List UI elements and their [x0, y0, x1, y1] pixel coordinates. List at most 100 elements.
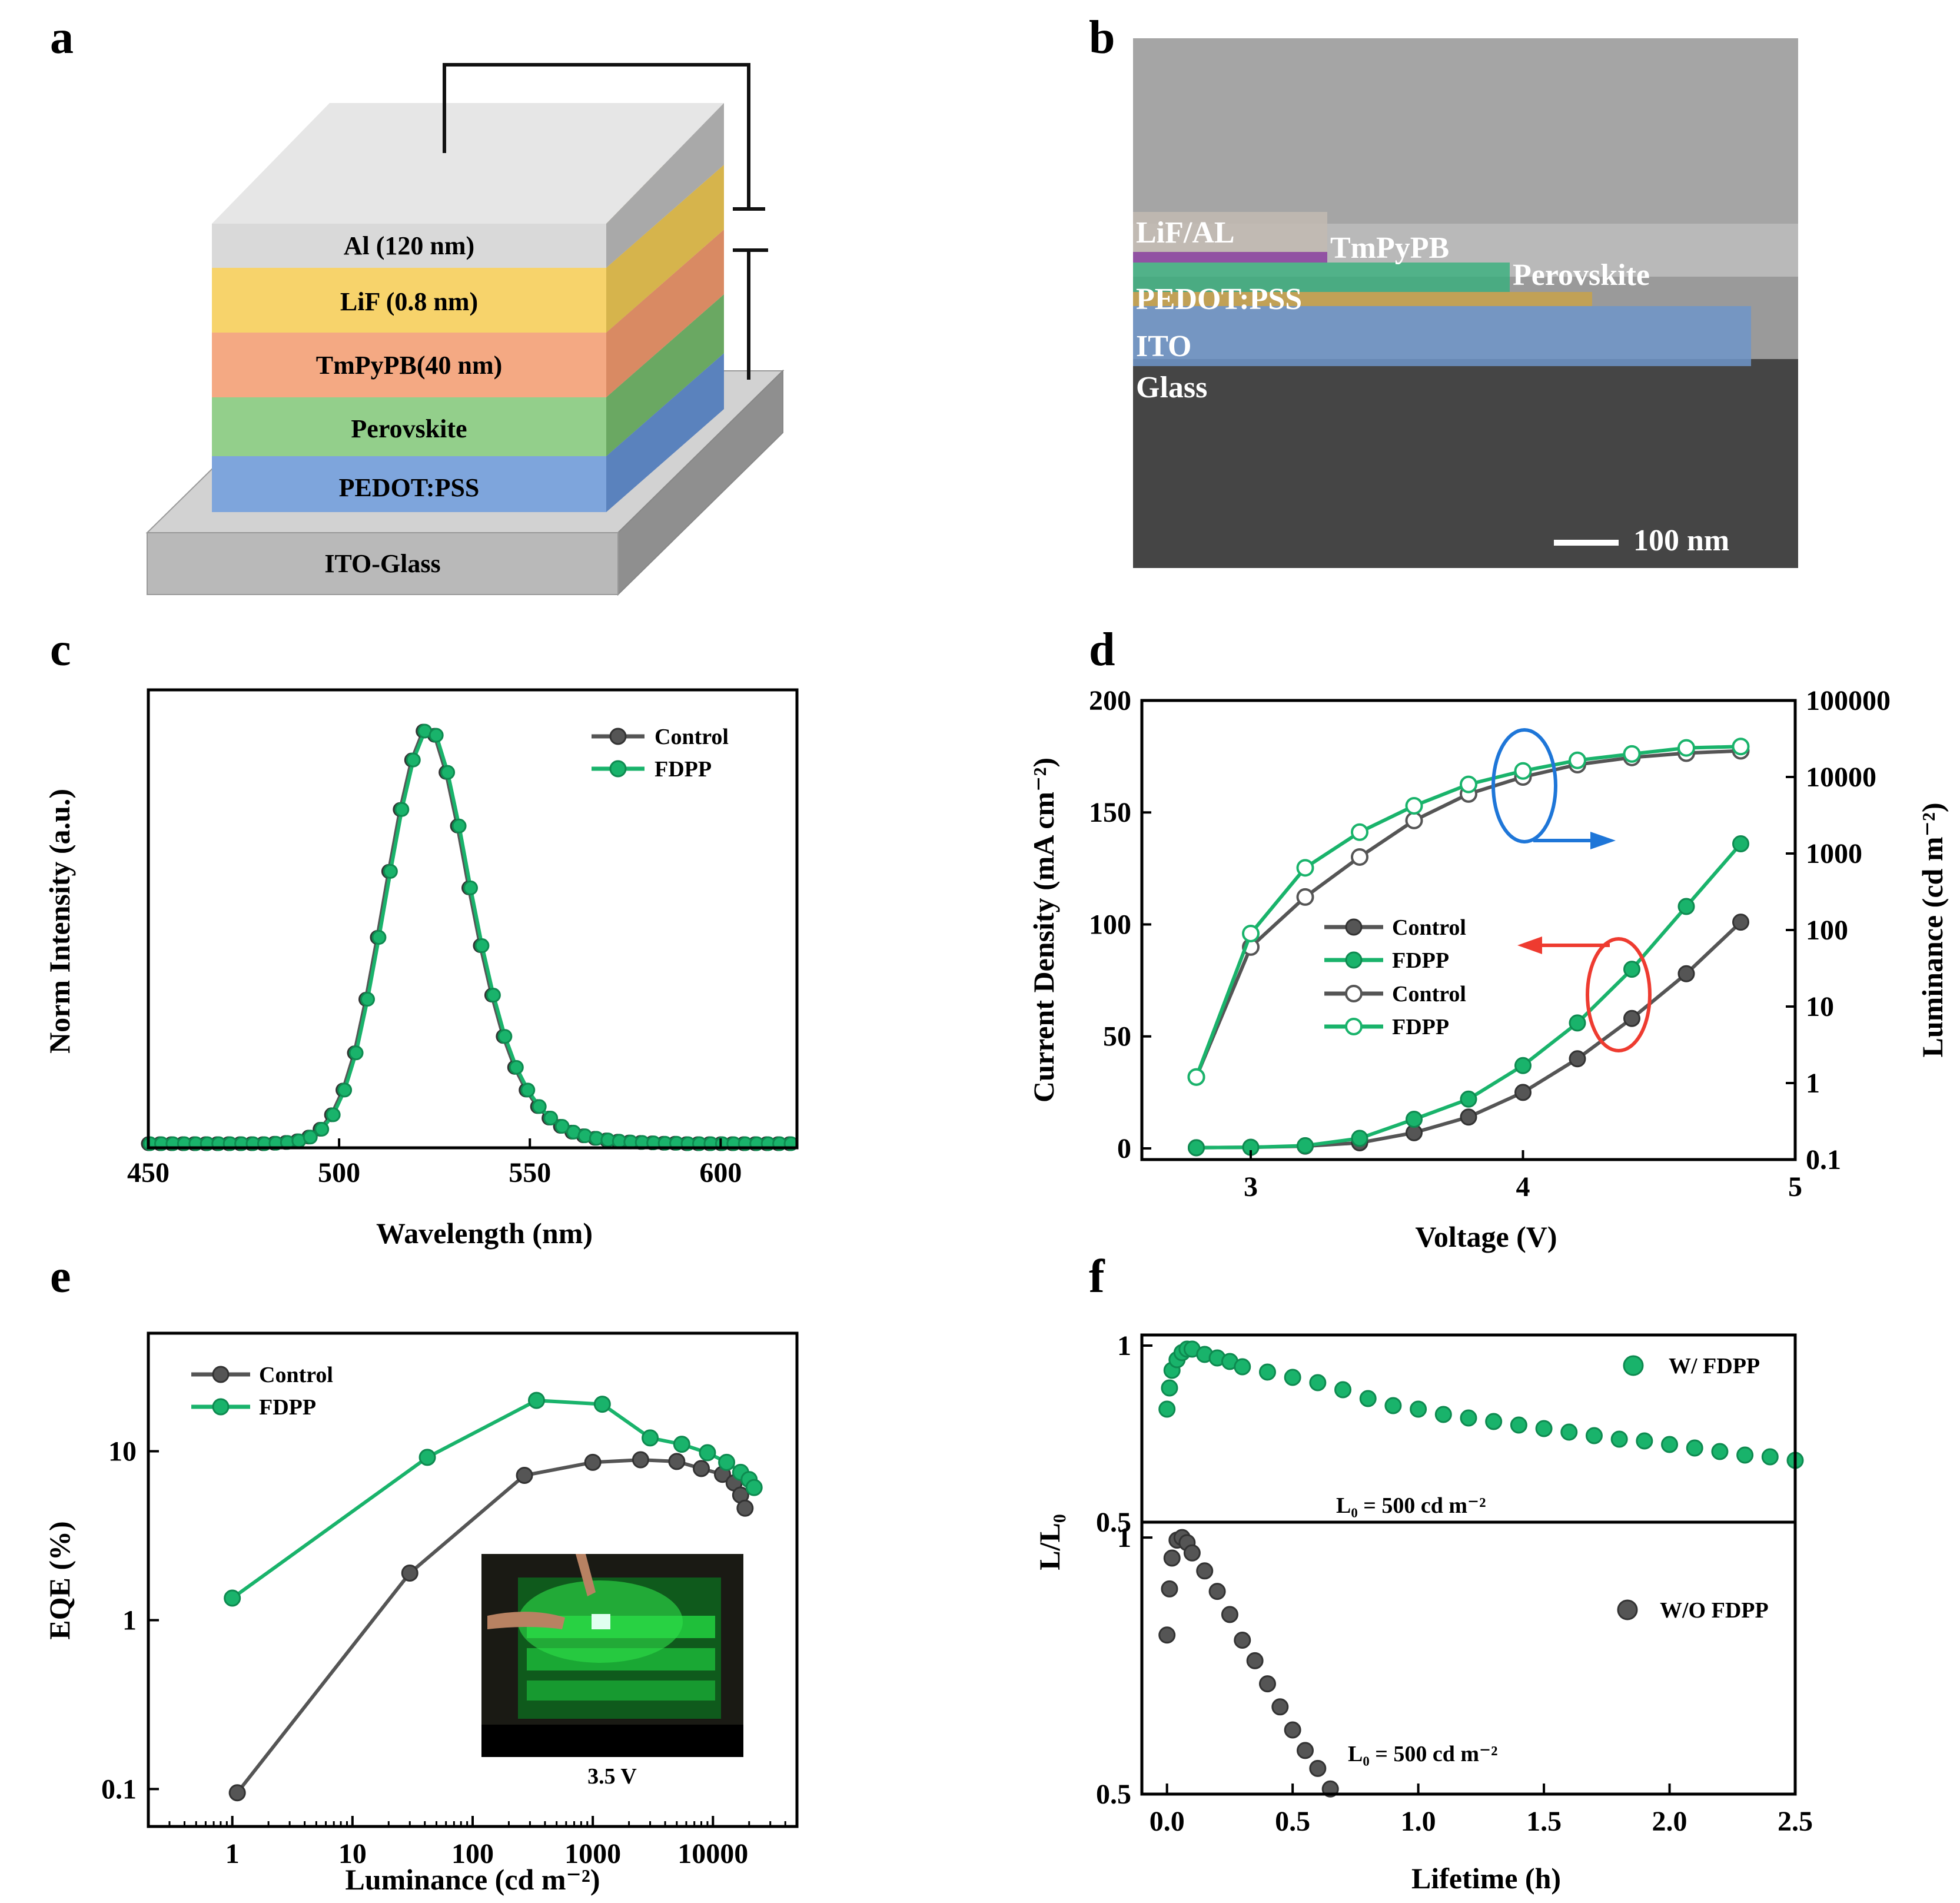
panel-f-xtick-label-5: 2.5	[1778, 1806, 1813, 1837]
panel-d-fdpp-right-point-8	[1623, 745, 1641, 763]
panel-f-wofdpp-point-2	[1163, 1549, 1181, 1567]
panel-f-xtick-label-0: 0.0	[1150, 1806, 1185, 1837]
panel-e-fdpp-point-1	[418, 1449, 436, 1466]
panel-f-legend-wofdpp: W/O FDPP	[1660, 1598, 1769, 1623]
panel-f-wfdpp-point-18	[1434, 1406, 1452, 1423]
panel-d-xtick-label-1: 4	[1516, 1171, 1530, 1203]
sem-label-pedot: PEDOT:PSS	[1136, 283, 1302, 316]
panel-f-xtick-label-4: 2.0	[1652, 1806, 1687, 1837]
panel-e-control-point-10	[736, 1499, 754, 1517]
panel-d-fdpp-right-point-1	[1242, 924, 1260, 942]
panel-e-fdpp-point-0	[224, 1589, 241, 1607]
panel-f-wfdpp-point-30	[1736, 1446, 1754, 1464]
panel-f-xtick-label-2: 1.0	[1401, 1806, 1436, 1837]
panel-c-fdpp-point-32	[509, 1060, 524, 1075]
panel-f-legend-wfdpp: W/ FDPP	[1669, 1354, 1760, 1379]
panel-f-wfdpp-point-25	[1610, 1430, 1628, 1448]
panel-f-ytick-label-top-1: 1	[1117, 1330, 1131, 1361]
layer-al: Al (120 nm)	[212, 103, 724, 268]
panel-e-xtick-label-4: 10000	[677, 1838, 748, 1869]
panel-e-xlabel: Luminance (cd m⁻²)	[345, 1863, 600, 1896]
panel-e-control-point-0	[228, 1784, 246, 1802]
panel-f-legend: W/ FDPP W/O FDPP	[1617, 1354, 1769, 1623]
circuit-wire	[443, 63, 768, 380]
panel-f-wofdpp-point-10	[1234, 1631, 1251, 1649]
panel-f-bottom-frame	[1140, 1520, 1797, 1796]
panel-d-ytick-right-label-1: 1	[1806, 1068, 1820, 1099]
panel-e-control-point-6	[693, 1460, 710, 1477]
panel-f-ytick-label-top-0: 0.5	[1096, 1507, 1131, 1538]
sem-label-tmpypb: TmPyPB	[1330, 231, 1449, 265]
panel-e-plot	[224, 1391, 763, 1802]
panel-d-ytick-right-label-3: 100	[1806, 915, 1848, 946]
panel-d-control-left-point-9	[1677, 965, 1695, 982]
layer-tmpypb-label: TmPyPB(40 nm)	[316, 351, 503, 380]
panel-d-ylabel-right: Luminance (cd m⁻²)	[1916, 802, 1949, 1057]
panel-d-label: d	[1089, 624, 1115, 676]
panel-c-fdpp-point-25	[428, 728, 444, 743]
panel-e-control-point-2	[516, 1466, 533, 1484]
panel-f-wofdpp-point-12	[1258, 1675, 1276, 1693]
panel-d-fdpp-left-point-4	[1406, 1111, 1423, 1128]
panel-d-fdpp-left-point-2	[1297, 1137, 1314, 1154]
panel-d-control-left-point-8	[1623, 1009, 1640, 1027]
panel-f-wfdpp-point-16	[1384, 1397, 1402, 1414]
panel-d-control-left-point-6	[1514, 1084, 1532, 1101]
device-photo-inset: 3.5 V	[481, 1554, 743, 1789]
panel-f-wofdpp-point-0	[1158, 1626, 1176, 1644]
panel-c-legend-fdpp: FDPP	[655, 757, 712, 782]
panel-e-xtick-label-3: 1000	[564, 1838, 621, 1869]
panel-e-ticks: 1 10 100 1000 10000 0.1 1 10	[101, 1436, 798, 1869]
panel-f-wfdpp-point-20	[1485, 1413, 1503, 1430]
panel-f-wfdpp-point-31	[1761, 1448, 1779, 1466]
layer-ito-glass-label: ITO-Glass	[324, 549, 440, 578]
sem-region-tmpypb	[1133, 252, 1327, 263]
panel-d-ytick-right-label-4: 1000	[1806, 838, 1862, 869]
panel-d-fdpp-right-point-7	[1569, 751, 1586, 769]
finger-left	[487, 1612, 565, 1629]
panel-c-ylabel: Norm Intensity (a.u.)	[43, 789, 76, 1054]
panel-d-control-right-point-2	[1296, 888, 1314, 906]
panel-d-xtick-label-2: 5	[1788, 1171, 1802, 1203]
panel-c-fdpp-point-26	[440, 765, 456, 780]
panel-c-fdpp-point-28	[463, 880, 479, 895]
panel-c-fdpp-point-27	[451, 818, 467, 833]
sem-region-ito	[1133, 306, 1751, 366]
panel-e-fdpp-point-3	[593, 1396, 611, 1413]
panel-f-wofdpp-point-14	[1284, 1721, 1301, 1739]
panel-f-plot	[1158, 1340, 1804, 1798]
panel-d-fdpp-left-point-7	[1569, 1014, 1586, 1032]
panel-e-fdpp-point-5	[673, 1436, 690, 1453]
panel-f-wfdpp-point-0	[1158, 1400, 1176, 1418]
panel-c-fdpp-point-35	[543, 1111, 559, 1126]
sem-label-lif-al: LiF/AL	[1136, 216, 1235, 250]
panel-f-wfdpp-point-27	[1661, 1436, 1679, 1453]
panel-d-fdpp-left-point-6	[1514, 1057, 1532, 1074]
panel-c-label: c	[50, 624, 71, 676]
panel-f-wfdpp-point-28	[1686, 1439, 1703, 1457]
panel-c-fdpp-point-18	[348, 1045, 364, 1061]
panel-d-xlabel: Voltage (V)	[1415, 1220, 1557, 1253]
panel-d-control-right-point-4	[1405, 811, 1423, 829]
panel-f-wofdpp-point-1	[1161, 1580, 1178, 1598]
panel-c-legend-control: Control	[655, 725, 729, 749]
panel-e: e 1 10 100 1000 10000 0.1 1 10 Luminance (cd m⁻…	[43, 1251, 799, 1896]
panel-d-fdpp-right-point-6	[1514, 762, 1532, 780]
panel-c-xtick-label-3: 600	[699, 1157, 742, 1188]
panel-c-xlabel: Wavelength (nm)	[376, 1217, 593, 1250]
panel-c-legend: Control FDPP	[592, 725, 729, 782]
red-arrow-left-icon	[1517, 936, 1542, 954]
panel-f-wfdpp-point-19	[1460, 1409, 1477, 1427]
panel-b: b LiF/AL TmPyPB Perovskite PEDOT:PSS ITO…	[1089, 12, 1798, 568]
panel-d-control-left-point-7	[1569, 1050, 1586, 1068]
panel-c-fdpp-point-19	[360, 992, 375, 1007]
sem-region-perovskite	[1133, 263, 1510, 292]
panel-e-control-point-3	[584, 1453, 602, 1471]
panel-d-plot	[1187, 738, 1750, 1157]
sem-label-glass: Glass	[1136, 371, 1207, 404]
panel-d-fdpp-right-point-10	[1732, 738, 1750, 756]
sem-label-perovskite: Perovskite	[1513, 258, 1650, 292]
panel-c-fdpp-point-23	[406, 752, 421, 768]
panel-c-xtick-label-2: 550	[509, 1157, 551, 1188]
